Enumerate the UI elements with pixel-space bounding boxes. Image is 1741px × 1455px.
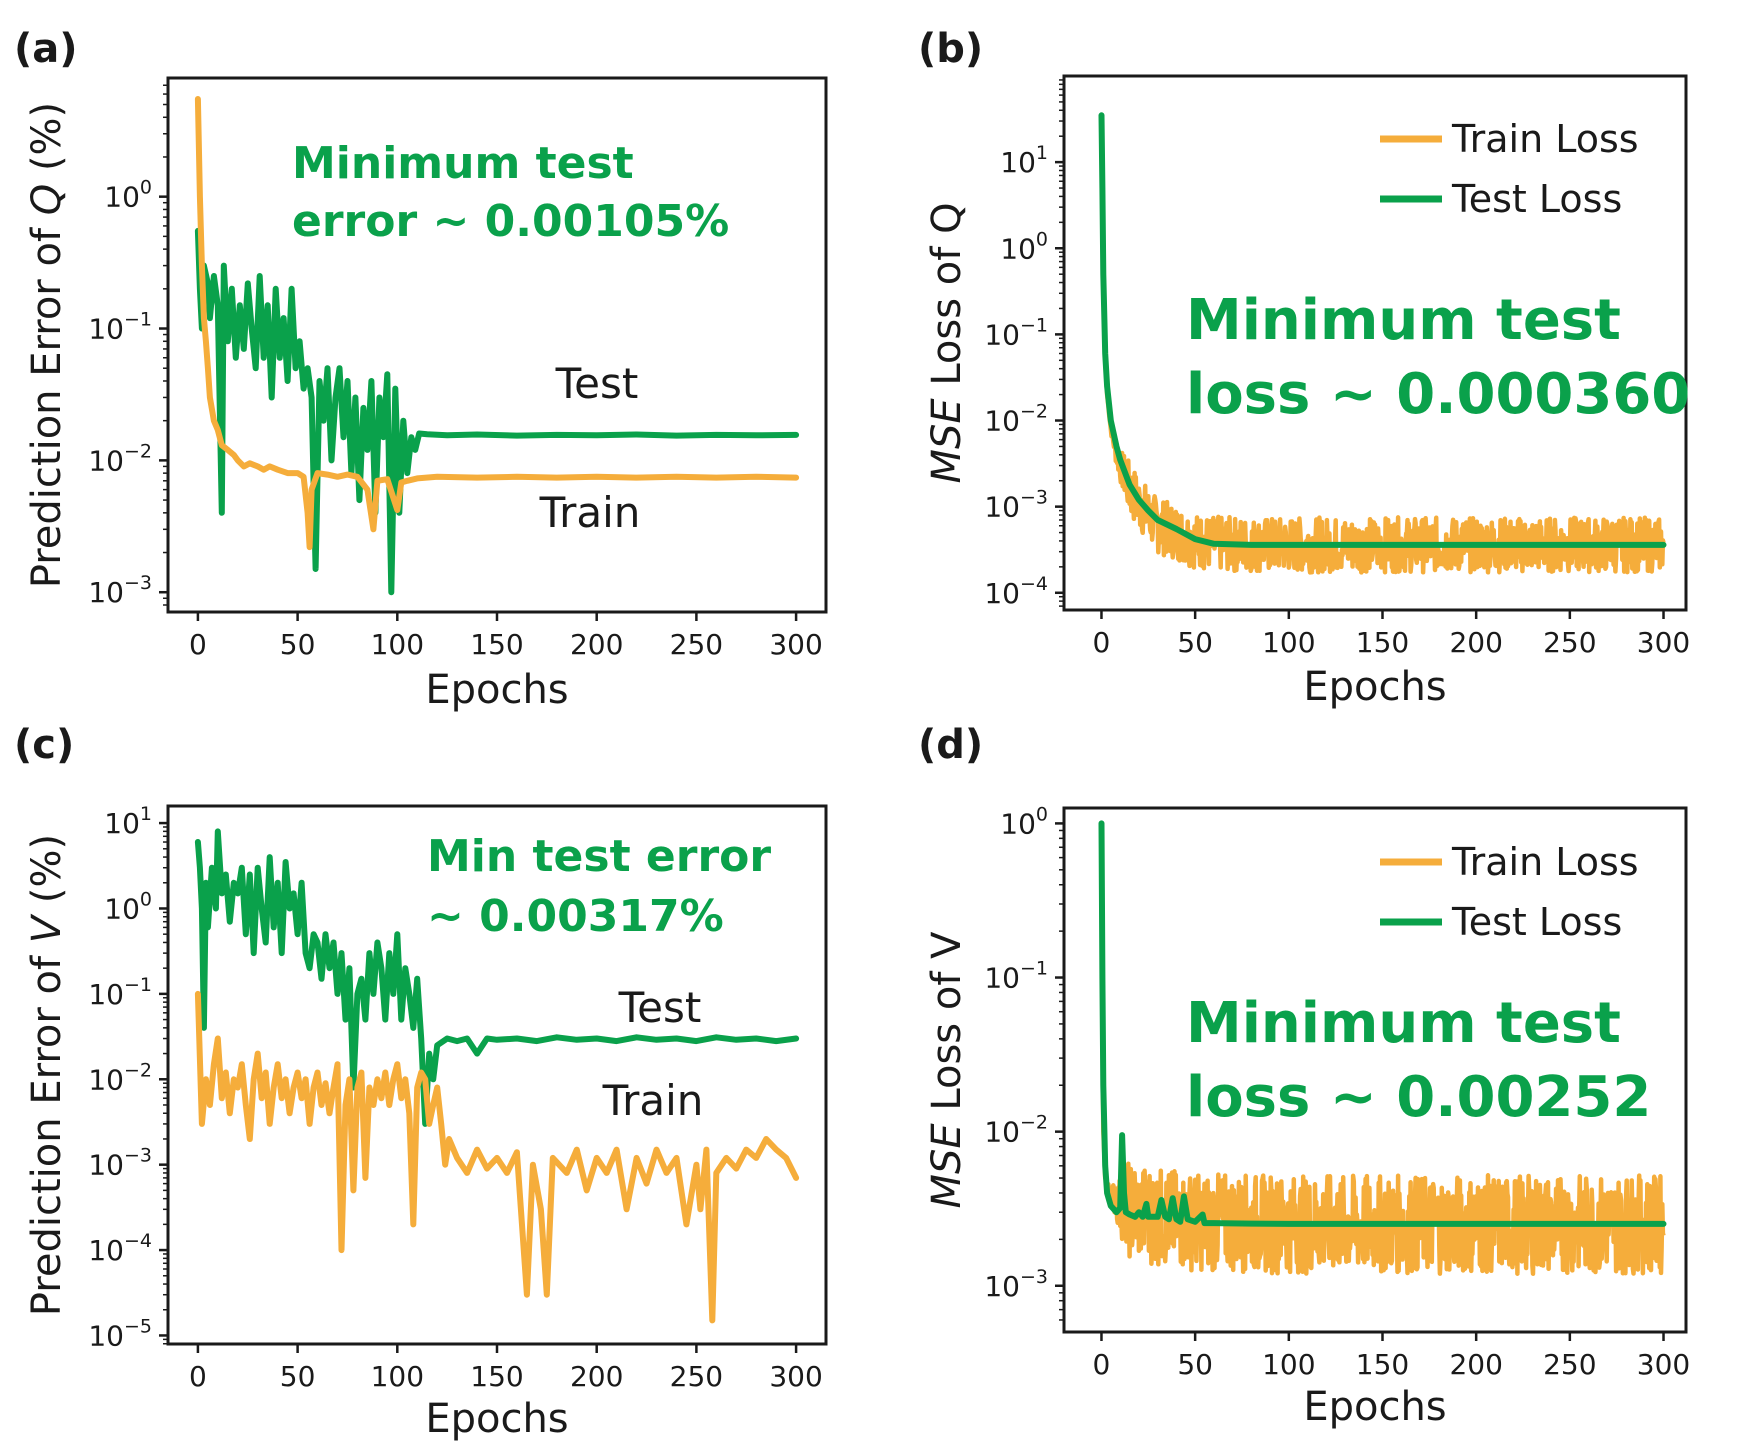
- x-tick-label-b: 300: [1637, 626, 1690, 659]
- x-tick-label-a: 300: [769, 628, 822, 661]
- panel-letter-b: (b): [918, 26, 983, 72]
- x-tick-label-d: 50: [1177, 1348, 1213, 1381]
- x-tick-label-c: 0: [189, 1360, 207, 1393]
- legend-b: Train Loss Test Loss: [1380, 117, 1639, 221]
- axes-frame-d: [1062, 806, 1688, 1334]
- y-tick-label-c: 10−1: [88, 974, 152, 1011]
- y-axis-label-c: Prediction Error of V (%): [24, 834, 70, 1316]
- annotation-line-a: error ~ 0.00105%: [292, 196, 729, 247]
- annotation-line-d: loss ~ 0.00252: [1186, 1065, 1651, 1130]
- annotation-line-b: Minimum test: [1186, 288, 1621, 353]
- y-tick-label-c: 10−2: [88, 1059, 152, 1096]
- annotation-line-b: loss ~ 0.000360: [1186, 362, 1690, 427]
- y-tick-label-c: 101: [104, 803, 152, 840]
- series-line-test-a: [194, 227, 800, 596]
- y-tick-label-d: 100: [1000, 803, 1048, 840]
- y-axis-label-b: MSE Loss of Q: [924, 202, 970, 483]
- x-tick-label-b: 100: [1262, 626, 1315, 659]
- y-tick-label-d: 10−2: [984, 1112, 1048, 1149]
- plot-area-b: [1098, 112, 1667, 575]
- series-line-train-c: [194, 990, 800, 1324]
- y-axis-label-a: Prediction Error of Q (%): [24, 102, 70, 588]
- y-tick-label-c: 10−5: [88, 1315, 152, 1352]
- x-tick-label-d: 250: [1543, 1348, 1596, 1381]
- legend-label-b: Test Loss: [1451, 177, 1622, 221]
- series-line-train-loss-d: [1099, 830, 1666, 1276]
- panel-a: 0 50 100 150 200 250 30010−310−210−1100EpochsP…: [14, 26, 828, 713]
- x-tick-label-d: 150: [1356, 1348, 1409, 1381]
- x-tick-label-a: 0: [189, 628, 207, 661]
- y-tick-label-b: 10−2: [984, 401, 1048, 438]
- y-tick-label-c: 100: [104, 888, 152, 925]
- legend-d: Train Loss Test Loss: [1380, 840, 1639, 944]
- legend-label-d: Train Loss: [1451, 840, 1639, 884]
- plot-area-d: [1098, 820, 1667, 1276]
- curve-label-train-c: Train: [602, 1076, 704, 1125]
- x-axis-label-d: Epochs: [1303, 1384, 1446, 1430]
- series-line-test-loss-d: [1098, 820, 1667, 1227]
- x-tick-label-c: 250: [670, 1360, 723, 1393]
- x-tick-label-a: 150: [470, 628, 523, 661]
- x-tick-label-c: 150: [470, 1360, 523, 1393]
- x-tick-label-d: 200: [1449, 1348, 1502, 1381]
- legend-label-b: Train Loss: [1451, 117, 1639, 161]
- x-tick-label-d: 100: [1262, 1348, 1315, 1381]
- x-axis-label-b: Epochs: [1303, 664, 1446, 710]
- series-line-test-c: [194, 828, 800, 1127]
- y-tick-label-b: 10−1: [984, 314, 1048, 351]
- y-tick-label-a: 10−2: [88, 440, 152, 477]
- panel-b: 0 50 100 150 200 250 300 10−4 10−3 10−2 10−1 100 101…: [918, 26, 1690, 710]
- plot-area-c: [194, 828, 800, 1324]
- x-tick-label-b: 150: [1356, 626, 1409, 659]
- annotation-line-d: Minimum test: [1186, 991, 1621, 1056]
- x-tick-label-a: 250: [670, 628, 723, 661]
- x-tick-label-a: 50: [280, 628, 316, 661]
- annotation-line-c: ~ 0.00317%: [427, 891, 724, 942]
- y-tick-label-a: 10−1: [88, 309, 152, 346]
- x-tick-label-a: 100: [371, 628, 424, 661]
- y-tick-label-a: 10−3: [88, 572, 152, 609]
- panel-letter-c: (c): [14, 722, 74, 768]
- curve-label-train-a: Train: [539, 488, 641, 537]
- x-axis-label-c: Epochs: [425, 1396, 568, 1442]
- y-tick-label-d: 10−1: [984, 958, 1048, 995]
- x-tick-label-b: 0: [1093, 626, 1111, 659]
- series-line-train-a: [194, 96, 800, 551]
- x-tick-label-c: 50: [280, 1360, 316, 1393]
- x-tick-label-d: 300: [1637, 1348, 1690, 1381]
- series-line-train-loss-b: [1099, 115, 1666, 575]
- x-tick-label-b: 50: [1177, 626, 1213, 659]
- y-tick-label-b: 100: [1000, 228, 1048, 265]
- x-axis-label-a: Epochs: [425, 667, 568, 713]
- x-tick-label-b: 250: [1543, 626, 1596, 659]
- x-tick-label-c: 200: [570, 1360, 623, 1393]
- annotation-line-c: Min test error: [427, 831, 771, 882]
- y-tick-label-c: 10−3: [88, 1145, 152, 1182]
- panel-d: 0 50 100 150 200 250 30010−310−210−1100EpochsM…: [918, 722, 1690, 1430]
- y-tick-label-c: 10−4: [88, 1230, 152, 1267]
- y-tick-label-d: 10−3: [984, 1266, 1048, 1303]
- y-tick-label-b: 10−4: [984, 573, 1048, 610]
- y-axis-label-d: MSE Loss of V: [924, 931, 970, 1209]
- panel-c: 0 50 100 150 200 250 300 10−5 10−4 10−3 10−2 10−1 10…: [14, 722, 828, 1442]
- y-tick-label-b: 101: [1000, 142, 1048, 179]
- x-tick-label-a: 200: [570, 628, 623, 661]
- panel-letter-d: (d): [918, 722, 983, 768]
- plot-area-a: [194, 96, 800, 596]
- x-tick-label-d: 0: [1093, 1348, 1111, 1381]
- y-tick-label-a: 100: [104, 177, 152, 214]
- y-tick-label-b: 10−3: [984, 487, 1048, 524]
- x-tick-label-c: 100: [371, 1360, 424, 1393]
- x-tick-label-b: 200: [1449, 626, 1502, 659]
- annotation-line-a: Minimum test: [292, 138, 634, 189]
- legend-label-d: Test Loss: [1451, 900, 1622, 944]
- panel-letter-a: (a): [14, 26, 78, 72]
- x-tick-label-c: 300: [769, 1360, 822, 1393]
- curve-label-test-c: Test: [618, 983, 702, 1032]
- series-line-test-loss-b: [1098, 112, 1667, 548]
- curve-label-test-a: Test: [555, 359, 639, 408]
